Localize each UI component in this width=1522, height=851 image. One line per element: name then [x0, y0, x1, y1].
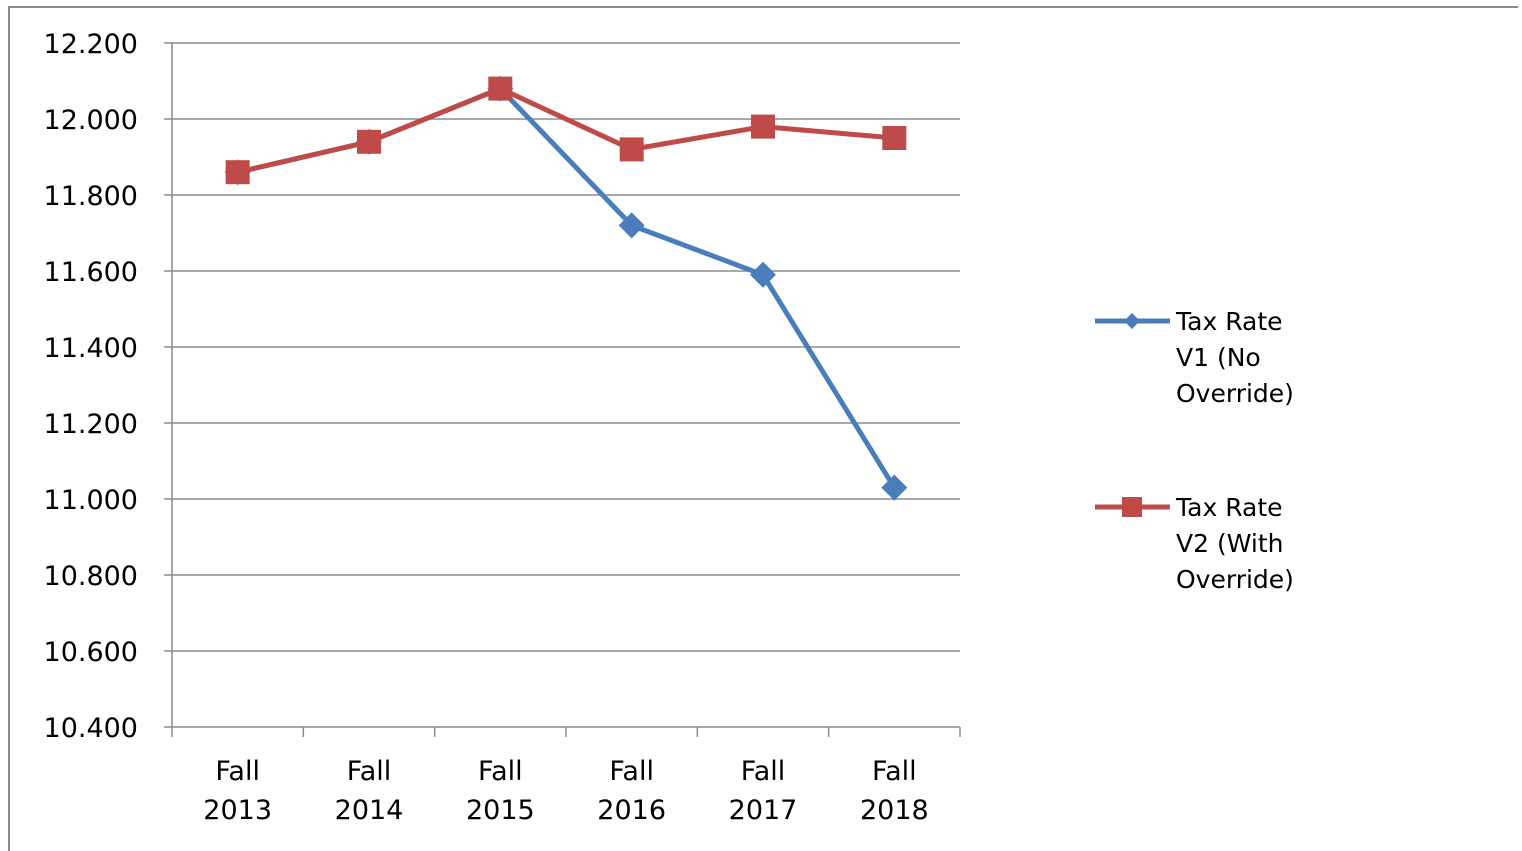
x-tick-label: Fall — [609, 756, 654, 787]
legend-label: Tax Rate — [1175, 493, 1283, 522]
x-tick-label: 2017 — [729, 795, 798, 826]
legend-label: V1 (No — [1176, 343, 1261, 372]
x-tick-label: Fall — [347, 756, 392, 787]
data-point-marker — [357, 129, 381, 154]
y-tick-label: 11.600 — [44, 257, 138, 288]
x-tick-label: Fall — [478, 756, 523, 787]
x-tick-label: 2014 — [335, 795, 404, 826]
legend-label: V2 (With — [1176, 529, 1283, 558]
series-2 — [225, 76, 907, 185]
data-point-marker — [225, 160, 250, 185]
legend-label: Override) — [1176, 379, 1294, 408]
y-tick-label: 12.200 — [44, 29, 138, 60]
legend-label: Override) — [1176, 565, 1294, 594]
data-point-marker — [618, 212, 645, 239]
x-tick-label: Fall — [872, 756, 917, 787]
axes: 12.200 12.000 11.800 11.600 11.400 11.200 11.0… — [44, 29, 961, 826]
series-lines — [224, 75, 908, 501]
y-tick-label: 11.400 — [44, 333, 138, 364]
x-tick-label: Fall — [741, 756, 786, 787]
y-tick-label: 10.400 — [44, 713, 138, 744]
data-point-marker — [751, 114, 775, 139]
legend-marker — [1122, 497, 1142, 517]
legend-entry-1: Tax Rate V1 (No Override) — [1095, 307, 1294, 408]
data-point-marker — [750, 261, 776, 288]
y-tick-label: 10.600 — [44, 637, 138, 668]
x-tick-label: 2016 — [597, 795, 666, 826]
series-1 — [224, 75, 908, 501]
series-line — [237, 86, 895, 175]
legend-entry-2: Tax Rate V2 (With Override) — [1095, 493, 1294, 594]
legend: Tax Rate V1 (No Override) Tax Rate V2 (With O… — [1095, 307, 1294, 594]
y-tick-label: 11.000 — [44, 485, 138, 516]
chart-frame — [8, 6, 1518, 851]
x-tick-label: 2013 — [203, 795, 272, 826]
x-tick-label: 2015 — [466, 795, 535, 826]
y-tick-label: 12.000 — [44, 105, 138, 136]
legend-label: Tax Rate — [1175, 307, 1283, 336]
x-tick-label: 2018 — [860, 795, 929, 826]
data-point-marker — [488, 76, 513, 101]
data-point-marker — [619, 137, 644, 162]
y-tick-label: 11.200 — [44, 409, 138, 440]
data-point-marker — [881, 474, 908, 501]
y-tick-label: 11.800 — [44, 181, 138, 212]
data-point-marker — [882, 126, 907, 150]
legend-marker — [1124, 313, 1140, 329]
x-tick-label: Fall — [215, 756, 260, 787]
y-tick-label: 10.800 — [44, 561, 138, 592]
